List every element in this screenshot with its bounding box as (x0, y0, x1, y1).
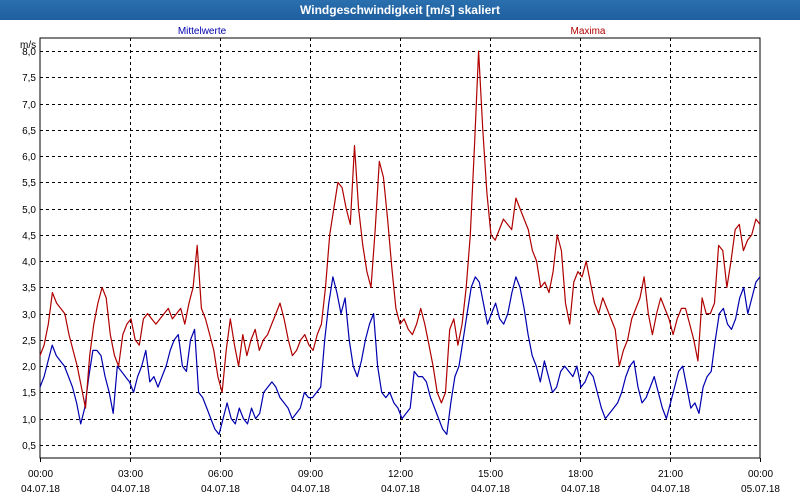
x-tick-date: 04.07.18 (291, 484, 330, 495)
x-tick-time: 15:00 (478, 469, 503, 480)
legend-mittelwerte: Mittelwerte (178, 26, 227, 37)
y-tick-label: 1,0 (22, 415, 36, 426)
y-tick-label: 8,0 (22, 47, 36, 58)
x-tick-time: 03:00 (118, 469, 143, 480)
x-tick-date: 04.07.18 (381, 484, 420, 495)
y-axis-unit-label: m/s (20, 40, 36, 51)
y-tick-label: 1,5 (22, 388, 36, 399)
x-tick-date: 04.07.18 (201, 484, 240, 495)
y-tick-label: 2,5 (22, 336, 36, 347)
x-tick-date: 04.07.18 (21, 484, 60, 495)
y-tick-label: 4,0 (22, 257, 36, 268)
window-title: Windgeschwindigkeit [m/s] skaliert (0, 0, 800, 20)
y-tick-label: 4,5 (22, 231, 36, 242)
legend-maxima: Maxima (570, 26, 605, 37)
y-tick-label: 0,5 (22, 441, 36, 452)
x-tick-date: 04.07.18 (651, 484, 690, 495)
x-tick-time: 06:00 (208, 469, 233, 480)
x-tick-time: 18:00 (568, 469, 593, 480)
y-tick-label: 5,0 (22, 205, 36, 216)
y-tick-label: 7,0 (22, 100, 36, 111)
x-tick-date: 04.07.18 (561, 484, 600, 495)
x-tick-date: 04.07.18 (111, 484, 150, 495)
y-tick-label: 6,0 (22, 152, 36, 163)
y-tick-label: 3,5 (22, 283, 36, 294)
y-tick-label: 7,5 (22, 73, 36, 84)
x-tick-time: 09:00 (298, 469, 323, 480)
x-tick-date: 05.07.18 (741, 484, 780, 495)
series-line-maxima (39, 50, 761, 409)
y-tick-label: 3,0 (22, 310, 36, 321)
x-tick-time: 00:00 (748, 469, 773, 480)
x-tick-date: 04.07.18 (471, 484, 510, 495)
x-tick-time: 00:00 (28, 469, 53, 480)
y-tick-label: 2,0 (22, 362, 36, 373)
x-tick-time: 21:00 (658, 469, 683, 480)
y-tick-label: 6,5 (22, 126, 36, 137)
x-tick-time: 12:00 (388, 469, 413, 480)
series-line-mittelwerte (39, 276, 761, 435)
y-tick-label: 5,5 (22, 178, 36, 189)
